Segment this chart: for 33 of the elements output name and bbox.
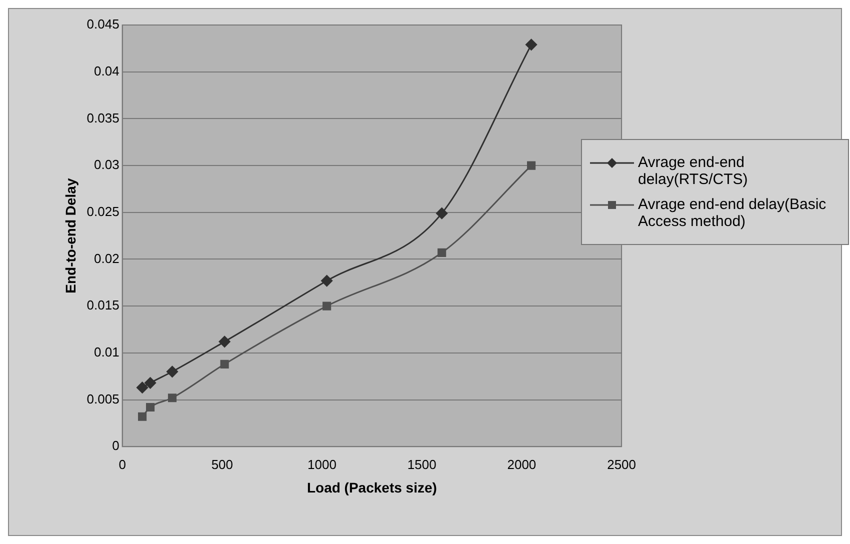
y-tick-label: 0.015: [86, 298, 120, 313]
point: [218, 336, 230, 348]
y-axis-title: End-to-end Delay: [62, 178, 78, 294]
x-tick-label: 2500: [607, 456, 636, 472]
x-tick-label: 1500: [407, 456, 436, 472]
y-tick-label: 0.03: [94, 157, 120, 172]
y-tick-label: 0.02: [94, 250, 120, 266]
point: [144, 377, 156, 389]
x-tick-label: 2000: [507, 456, 536, 472]
point: [526, 38, 538, 50]
point: [138, 412, 147, 421]
legend-label: Avrage end-end delay(RTS/CTS): [638, 154, 749, 188]
point: [220, 360, 229, 368]
point: [146, 402, 155, 412]
x-tick-label: 1000: [308, 456, 336, 472]
point: [438, 248, 446, 257]
y-tick-label: 0.045: [86, 16, 120, 32]
y-tick-label: 0: [112, 438, 120, 454]
y-tick-label: 0.01: [94, 344, 120, 360]
x-tick-label: 500: [211, 456, 234, 472]
point: [136, 382, 148, 394]
point: [322, 302, 332, 310]
y-tick-label: 0.025: [86, 204, 120, 219]
point: [526, 161, 536, 170]
y-tick-label: 0.035: [86, 110, 120, 126]
point: [436, 208, 448, 220]
point: [321, 275, 333, 287]
point: [166, 366, 178, 378]
y-tick-label: 0.005: [86, 391, 120, 406]
legend-label: Avrage end-end delay(Basic Access method): [638, 196, 828, 230]
x-axis-title: Load (Packets size): [306, 479, 437, 496]
point: [168, 394, 177, 402]
y-tick-label: 0.04: [94, 63, 120, 78]
